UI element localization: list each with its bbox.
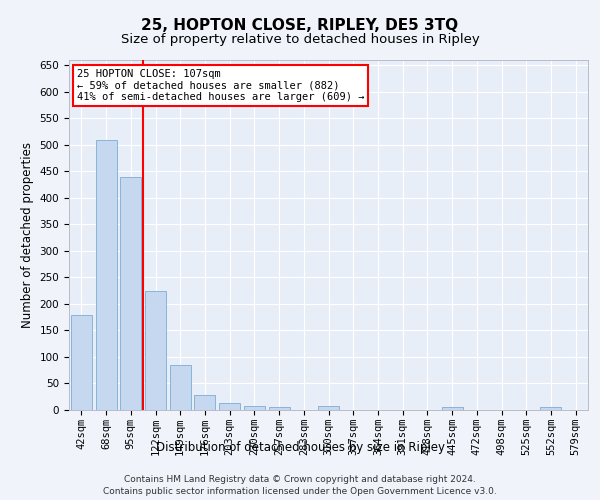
Bar — [219, 403, 240, 410]
Y-axis label: Number of detached properties: Number of detached properties — [21, 142, 34, 328]
Text: Contains public sector information licensed under the Open Government Licence v3: Contains public sector information licen… — [103, 486, 497, 496]
Bar — [120, 176, 141, 410]
Text: Contains HM Land Registry data © Crown copyright and database right 2024.: Contains HM Land Registry data © Crown c… — [124, 476, 476, 484]
Bar — [244, 406, 265, 410]
Bar — [541, 408, 562, 410]
Bar — [442, 407, 463, 410]
Bar — [170, 365, 191, 410]
Bar — [318, 406, 339, 410]
Bar — [71, 314, 92, 410]
Text: 25 HOPTON CLOSE: 107sqm
← 59% of detached houses are smaller (882)
41% of semi-d: 25 HOPTON CLOSE: 107sqm ← 59% of detache… — [77, 69, 364, 102]
Text: Distribution of detached houses by size in Ripley: Distribution of detached houses by size … — [155, 441, 445, 454]
Bar — [145, 290, 166, 410]
Bar — [269, 407, 290, 410]
Text: Size of property relative to detached houses in Ripley: Size of property relative to detached ho… — [121, 32, 479, 46]
Bar — [95, 140, 116, 410]
Bar — [194, 395, 215, 410]
Text: 25, HOPTON CLOSE, RIPLEY, DE5 3TQ: 25, HOPTON CLOSE, RIPLEY, DE5 3TQ — [142, 18, 458, 32]
